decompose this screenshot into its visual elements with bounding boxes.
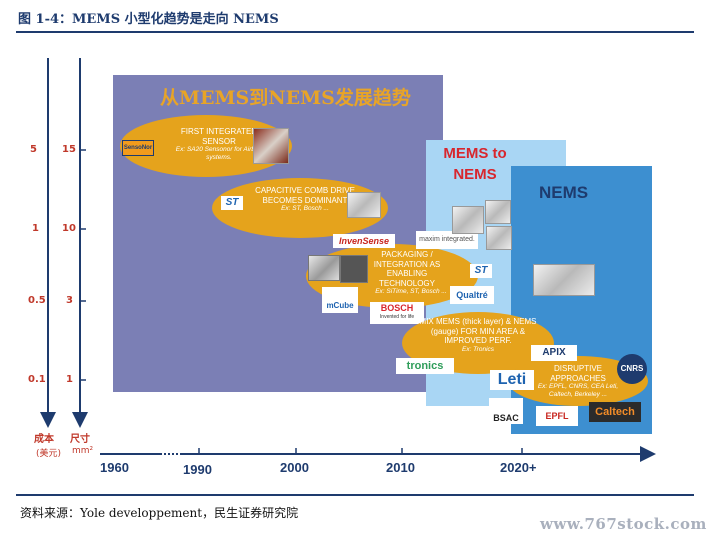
figure-title: 图 1-4：MEMS 小型化趋势是走向 NEMS: [18, 12, 279, 27]
cost-tick-0.1: 0.1: [28, 374, 46, 385]
bsac-logo: BSAC: [489, 398, 523, 424]
year-1990: 1990: [183, 462, 212, 477]
sitime-chip-image: [308, 255, 340, 281]
nems-device-image-3: [486, 226, 512, 250]
sensonor-logo: SensoNor: [122, 140, 154, 156]
milestone-example: Ex: SiTime, ST, Bosch ...: [375, 288, 447, 295]
milestone-example: Ex: EPFL, CNRS, CEA Leti, Caltech, Berke…: [537, 383, 619, 398]
nems-device-image-2: [485, 200, 511, 224]
milestone-example: Ex: ST, Bosch ...: [281, 205, 329, 212]
bosch-tagline: Invented for life: [379, 314, 415, 320]
epfl-logo: EPFL: [536, 406, 578, 426]
footer-rule: [16, 494, 694, 496]
milestone-example: Ex: Tronics: [461, 345, 495, 353]
mems-panel-title: 从MEMS到NEMS发展趋势: [160, 87, 411, 109]
size-tick-1: 1: [66, 374, 73, 385]
invensense-logo: InvenSense: [333, 234, 395, 248]
cost-tick-1: 1: [32, 223, 39, 234]
nems-device-image-4: [533, 264, 595, 296]
bosch-logo: BOSCH Invented for life: [370, 302, 424, 324]
year-2020plus: 2020+: [500, 460, 537, 475]
milestone-title: MIX MEMS (thick layer) & NEMS (gauge) FO…: [419, 317, 537, 345]
size-tick-10: 10: [62, 223, 76, 234]
size-axis-unit: mm²: [72, 446, 94, 456]
size-tick-15: 15: [62, 144, 76, 155]
maxim-logo: maxim integrated.: [416, 231, 478, 249]
cost-tick-5: 5: [30, 144, 37, 155]
caltech-logo: Caltech: [589, 402, 641, 422]
cost-axis-unit: (美元): [36, 449, 62, 459]
milestone-title: FIRST INTEGRATED SENSOR: [180, 127, 258, 146]
size-tick-3: 3: [66, 295, 73, 306]
apix-logo: APIX: [531, 345, 577, 361]
milestone-example: Ex: SA20 Sensonor for Airbag systems.: [175, 146, 263, 161]
st-logo-2: ST: [470, 264, 492, 278]
cost-tick-0.5: 0.5: [28, 295, 46, 306]
package-chip-image: [340, 255, 368, 283]
title-rule: [16, 31, 694, 33]
milestone-title: CAPACITIVE COMB DRIVE BECOMES DOMINANT: [255, 186, 355, 205]
milestone-title: PACKAGING / INTEGRATION AS ENABLING TECH…: [373, 250, 441, 288]
tronics-logo: tronics: [396, 358, 454, 374]
leti-logo: Leti: [490, 370, 534, 390]
mcube-logo: mCube: [322, 287, 358, 313]
comb-drive-image: [347, 192, 381, 218]
size-axis-label: 尺寸: [70, 434, 90, 445]
cnrs-logo: CNRS: [617, 354, 647, 384]
source-note: 资料来源：Yole developpement，民生证券研究院: [20, 506, 299, 520]
year-2010: 2010: [386, 460, 415, 475]
watermark: www.767stock.com: [540, 515, 707, 533]
mems-to-nems-title: MEMS to NEMS: [443, 145, 507, 183]
bosch-name: BOSCH: [380, 303, 414, 313]
sensor-chip-image: [253, 128, 289, 164]
milestone-title: DISRUPTIVE APPROACHES: [550, 364, 606, 383]
cost-axis-label: 成本: [34, 434, 54, 445]
year-1960: 1960: [100, 460, 129, 475]
nems-title: NEMS: [539, 183, 589, 202]
qualtre-logo: Qualtré: [450, 286, 494, 304]
year-2000: 2000: [280, 460, 309, 475]
st-logo: ST: [221, 196, 243, 210]
nems-device-image-1: [452, 206, 484, 234]
